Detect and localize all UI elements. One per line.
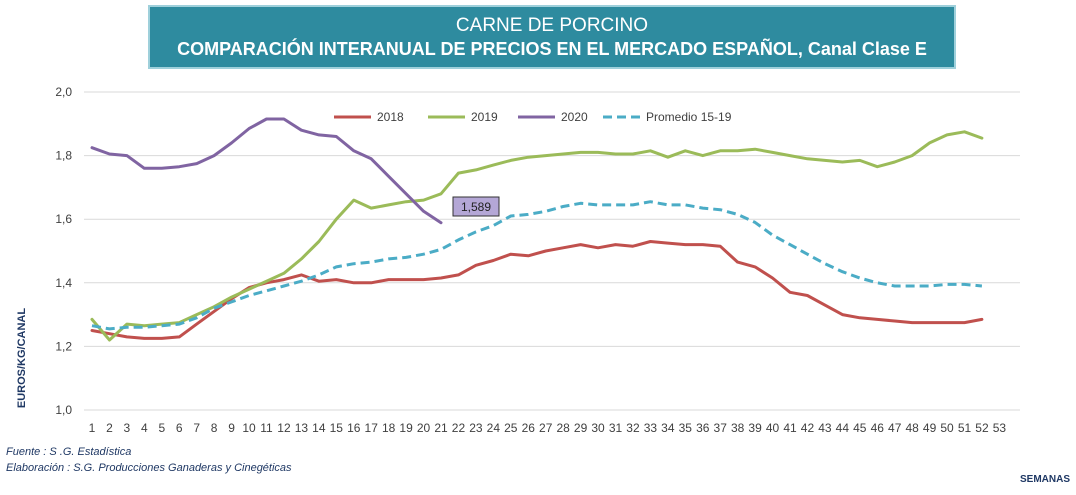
x-tick-label: 15 [330, 421, 344, 435]
x-tick-label: 8 [211, 421, 218, 435]
x-tick-label: 33 [644, 421, 658, 435]
x-tick-label: 47 [888, 421, 902, 435]
x-tick-labels: 1 2 3 4 5 6 7 8 9 10 11 12 13 14 15 16 17 18 19 20 21 22 23 24 2… [89, 421, 1007, 435]
x-tick-label: 40 [766, 421, 780, 435]
annotation: 1,589 [452, 196, 500, 217]
y-tick-labels: 1,0 1,2 1,4 1,6 1,8 2,0 [55, 85, 72, 417]
elaboration-note: Elaboración : S.G. Producciones Ganadera… [6, 462, 292, 474]
legend-label: 2019 [471, 110, 498, 124]
x-tick-label: 29 [574, 421, 588, 435]
x-tick-label: 34 [661, 421, 675, 435]
legend-label: 2018 [377, 110, 404, 124]
y-tick-label: 1,8 [55, 149, 72, 163]
series-line-2 [90, 130, 984, 342]
x-tick-label: 5 [158, 421, 165, 435]
x-tick-label: 31 [609, 421, 623, 435]
legend-label: Promedio 15-19 [646, 110, 732, 124]
y-tick-label: 2,0 [55, 85, 72, 99]
x-tick-label: 11 [260, 421, 273, 435]
x-axis-title: SEMANAS [1019, 474, 1070, 485]
x-tick-label: 37 [714, 421, 728, 435]
source-note: Fuente : S .G. Estadística [6, 446, 132, 458]
chart-subtitle: COMPARACIÓN INTERANUAL DE PRECIOS EN EL … [177, 39, 927, 59]
x-tick-label: 12 [277, 421, 291, 435]
x-tick-label: 4 [141, 421, 148, 435]
value-callout-label: 1,589 [461, 200, 491, 214]
x-tick-label: 1 [89, 421, 96, 435]
series-line-1 [90, 240, 984, 340]
legend-label: 2020 [561, 110, 588, 124]
x-tick-label: 49 [923, 421, 937, 435]
x-tick-label: 36 [696, 421, 710, 435]
x-tick-label: 44 [836, 421, 850, 435]
x-tick-label: 18 [382, 421, 396, 435]
x-tick-label: 6 [176, 421, 183, 435]
x-tick-label: 48 [905, 421, 919, 435]
y-axis-title: EUROS/KG/CANAL [16, 307, 28, 409]
x-tick-label: 42 [801, 421, 815, 435]
x-tick-label: 14 [312, 421, 326, 435]
x-tick-label: 41 [783, 421, 797, 435]
x-tick-label: 24 [487, 421, 501, 435]
x-tick-label: 30 [591, 421, 605, 435]
x-tick-label: 26 [522, 421, 536, 435]
x-tick-label: 38 [731, 421, 745, 435]
x-tick-label: 19 [399, 421, 413, 435]
x-tick-label: 7 [193, 421, 200, 435]
x-tick-label: 28 [556, 421, 570, 435]
x-tick-label: 9 [228, 421, 235, 435]
x-tick-label: 52 [975, 421, 989, 435]
value-callout [452, 196, 500, 217]
x-tick-label: 21 [434, 421, 448, 435]
x-tick-label: 13 [295, 421, 309, 435]
x-tick-label: 27 [539, 421, 553, 435]
chart-title-box: CARNE DE PORCINO COMPARACIÓN INTERANUAL … [148, 5, 956, 69]
series-line-3 [90, 117, 443, 225]
x-tick-label: 22 [452, 421, 466, 435]
x-tick-label: 2 [106, 421, 113, 435]
x-tick-label: 45 [853, 421, 867, 435]
x-tick-label: 46 [871, 421, 885, 435]
grid-lines [84, 91, 1020, 411]
x-tick-label: 17 [365, 421, 379, 435]
x-tick-label: 20 [417, 421, 431, 435]
series-lines [90, 117, 984, 342]
chart-title: CARNE DE PORCINO [455, 15, 649, 36]
x-tick-label: 25 [504, 421, 518, 435]
x-tick-label: 39 [748, 421, 762, 435]
x-tick-label: 43 [818, 421, 832, 435]
x-tick-label: 51 [958, 421, 972, 435]
legend: 2018 2019 2020 Promedio 15-19 [334, 110, 732, 124]
x-tick-label: 35 [679, 421, 693, 435]
series-line-4 [91, 200, 983, 331]
x-tick-label: 16 [347, 421, 361, 435]
y-tick-label: 1,0 [55, 403, 72, 417]
x-tick-label: 23 [469, 421, 483, 435]
y-tick-label: 1,2 [55, 339, 72, 353]
x-tick-label: 53 [993, 421, 1007, 435]
y-tick-label: 1,4 [55, 276, 72, 290]
x-tick-label: 50 [940, 421, 954, 435]
x-tick-label: 32 [626, 421, 640, 435]
x-tick-label: 10 [242, 421, 256, 435]
x-tick-label: 3 [124, 421, 131, 435]
y-tick-label: 1,6 [55, 212, 72, 226]
